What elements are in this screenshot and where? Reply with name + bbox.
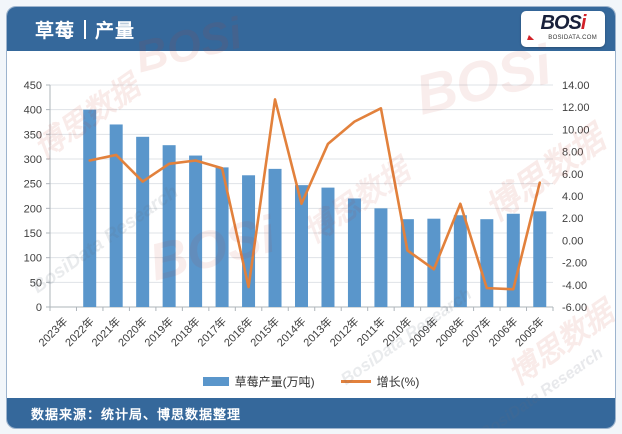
svg-text:12.00: 12.00	[562, 102, 590, 114]
svg-text:2012年: 2012年	[327, 314, 362, 349]
svg-text:400: 400	[24, 105, 42, 117]
svg-text:8.00: 8.00	[562, 147, 583, 159]
legend-item-production: 草莓产量(万吨)	[202, 373, 315, 390]
svg-text:-6.00: -6.00	[562, 302, 587, 314]
combo-chart: 450 400 350 300 250 200 150 100 50 0 14.00 12.00 10.…	[24, 80, 590, 349]
svg-text:50: 50	[30, 277, 42, 289]
svg-text:0: 0	[36, 302, 42, 314]
legend-swatch-growth	[340, 380, 371, 383]
legend-item-growth: 增长(%)	[340, 373, 420, 390]
svg-text:350: 350	[24, 129, 42, 141]
svg-text:200: 200	[24, 203, 42, 215]
title-separator	[84, 19, 87, 39]
legend-label-growth: 增长(%)	[376, 375, 420, 389]
svg-text:100: 100	[24, 253, 42, 265]
title-left: 草莓	[35, 20, 76, 42]
logo-text: BOSi	[540, 12, 587, 34]
logo-domain: BOSIDATA.COM	[548, 35, 597, 41]
svg-text:-2.00: -2.00	[562, 258, 587, 270]
svg-text:300: 300	[24, 154, 42, 166]
legend-swatch-production	[202, 377, 229, 386]
svg-text:0.00: 0.00	[562, 235, 583, 247]
data-source-text: 数据来源：统计局、博思数据整理	[31, 406, 242, 422]
header-bar: 草莓 产量 BOSi BOSIDATA.COM	[7, 7, 615, 51]
svg-text:10.00: 10.00	[562, 124, 590, 136]
svg-text:250: 250	[24, 179, 42, 191]
chart-card: 草莓 产量 BOSi BOSIDATA.COM 450 400 350 300 250 2…	[6, 6, 616, 429]
chart-area: 450 400 350 300 250 200 150 100 50 0 14.00 12.00 10.…	[7, 51, 615, 398]
svg-text:14.00: 14.00	[562, 80, 590, 92]
legend-label-production: 草莓产量(万吨)	[234, 375, 315, 389]
svg-text:6.00: 6.00	[562, 169, 583, 181]
svg-text:4.00: 4.00	[562, 191, 583, 203]
footer-bar: 数据来源：统计局、博思数据整理	[7, 398, 615, 428]
svg-text:450: 450	[24, 80, 42, 92]
svg-text:2005年: 2005年	[512, 314, 547, 349]
svg-text:-4.00: -4.00	[562, 280, 587, 292]
svg-text:150: 150	[24, 228, 42, 240]
page-title: 草莓 产量	[35, 16, 135, 43]
title-right: 产量	[95, 20, 136, 42]
legend: 草莓产量(万吨) 增长(%)	[7, 373, 615, 390]
svg-text:2.00: 2.00	[562, 213, 583, 225]
bosi-logo: BOSi BOSIDATA.COM	[521, 11, 605, 47]
